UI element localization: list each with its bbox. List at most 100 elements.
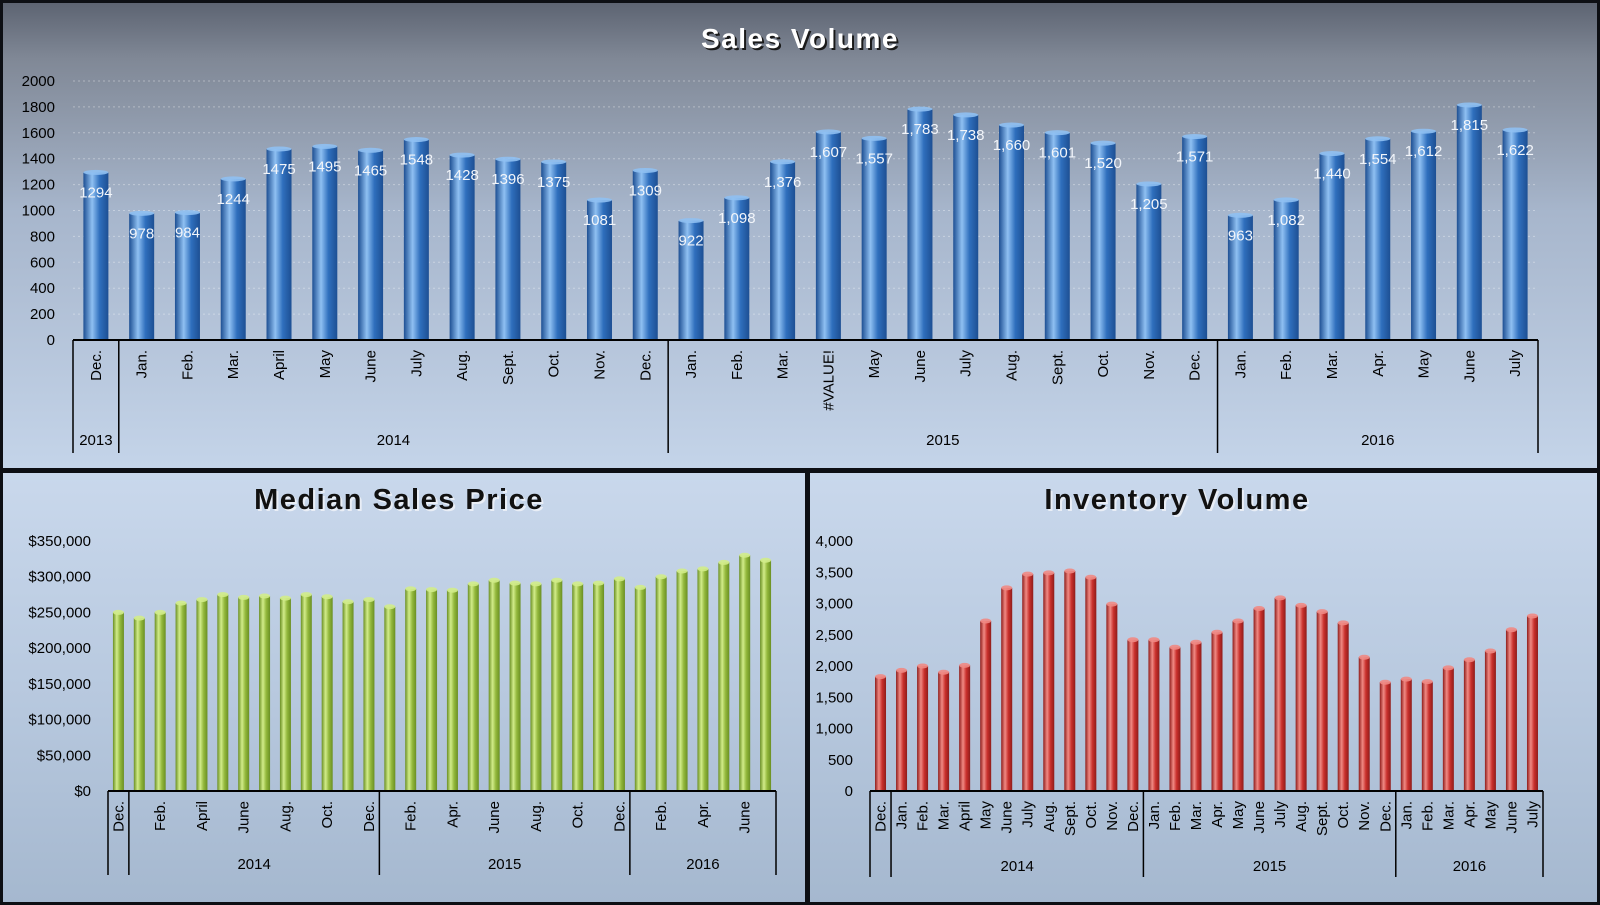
bar bbox=[1043, 572, 1055, 791]
category-label: Feb. bbox=[1278, 350, 1295, 380]
category-label: Mar. bbox=[775, 350, 792, 379]
data-label: 1,612 bbox=[1405, 143, 1443, 160]
bar-cap bbox=[572, 581, 584, 587]
data-label: 1,607 bbox=[810, 144, 848, 161]
bar-cap bbox=[980, 618, 992, 624]
bar-cap bbox=[133, 615, 145, 621]
y-tick-label: 800 bbox=[30, 228, 55, 245]
category-label: July bbox=[1524, 801, 1541, 828]
y-tick-label: $350,000 bbox=[28, 533, 91, 550]
bar-cap bbox=[405, 586, 417, 592]
bar-cap bbox=[1400, 676, 1412, 682]
data-label: 1465 bbox=[354, 162, 387, 179]
data-label: 1,082 bbox=[1267, 212, 1305, 229]
bar bbox=[959, 665, 971, 791]
bar-cap bbox=[541, 159, 567, 165]
bar-cap bbox=[1421, 679, 1433, 685]
bar-cap bbox=[1182, 134, 1208, 140]
data-label: 1495 bbox=[308, 158, 341, 175]
bar-cap bbox=[1484, 648, 1496, 654]
category-label: June bbox=[486, 801, 503, 834]
y-tick-label: 2000 bbox=[22, 73, 55, 90]
bar-cap bbox=[634, 584, 646, 590]
bar-cap bbox=[1456, 102, 1482, 108]
bar bbox=[770, 161, 796, 340]
bar bbox=[154, 612, 166, 791]
bar-cap bbox=[678, 218, 704, 224]
bar bbox=[1295, 605, 1307, 791]
bar-cap bbox=[321, 594, 333, 600]
bar-cap bbox=[342, 599, 354, 605]
data-label: 1081 bbox=[583, 212, 616, 229]
category-label: Dec. bbox=[88, 350, 105, 381]
data-label: 978 bbox=[129, 225, 154, 242]
category-label: Nov. bbox=[591, 350, 608, 380]
category-label: April bbox=[194, 801, 211, 831]
bar-cap bbox=[724, 195, 750, 201]
bar bbox=[1022, 574, 1034, 791]
bar-cap bbox=[530, 581, 542, 587]
data-label: 1,098 bbox=[718, 210, 756, 227]
y-tick-label: 0 bbox=[845, 783, 853, 800]
bar-cap bbox=[1090, 140, 1116, 146]
y-tick-label: 3,000 bbox=[815, 596, 853, 613]
bar bbox=[1232, 621, 1244, 791]
category-label: Dec. bbox=[1125, 801, 1142, 832]
bar bbox=[953, 114, 979, 340]
category-label: Jan. bbox=[683, 350, 700, 378]
bar-cap bbox=[1106, 601, 1118, 607]
bar-cap bbox=[238, 594, 250, 600]
bar bbox=[112, 612, 124, 791]
category-label: Feb. bbox=[152, 801, 169, 831]
bar bbox=[1169, 647, 1181, 791]
bar bbox=[697, 568, 709, 791]
category-label: Dec. bbox=[361, 801, 378, 832]
bar bbox=[896, 670, 908, 791]
bar-cap bbox=[907, 106, 933, 112]
category-label: Aug. bbox=[528, 801, 545, 832]
bar bbox=[1253, 608, 1265, 791]
category-label: April bbox=[271, 350, 288, 380]
bar-cap bbox=[279, 595, 291, 601]
bar-cap bbox=[938, 669, 950, 675]
category-label: Feb. bbox=[1167, 801, 1184, 831]
category-label: Sept. bbox=[500, 350, 517, 385]
bar bbox=[1505, 629, 1517, 791]
category-label: Feb. bbox=[403, 801, 420, 831]
y-tick-label: 2,000 bbox=[815, 658, 853, 675]
chart-title: Sales Volume bbox=[701, 23, 899, 54]
bar bbox=[1400, 679, 1412, 791]
bar-cap bbox=[1365, 136, 1391, 142]
data-label: 1,571 bbox=[1176, 149, 1214, 166]
bar-cap bbox=[259, 593, 271, 599]
y-tick-label: $100,000 bbox=[28, 712, 91, 729]
bar bbox=[593, 583, 605, 791]
bar bbox=[83, 172, 109, 340]
bar bbox=[586, 200, 612, 340]
category-label: Dec. bbox=[611, 801, 628, 832]
bar bbox=[1090, 143, 1116, 340]
category-label: July bbox=[1272, 801, 1289, 828]
bar-cap bbox=[551, 577, 563, 583]
y-tick-label: 4,000 bbox=[815, 533, 853, 550]
bar-cap bbox=[1169, 644, 1181, 650]
bar bbox=[634, 587, 646, 791]
bar bbox=[1127, 639, 1139, 791]
bar bbox=[321, 596, 333, 791]
bar-cap bbox=[1253, 606, 1265, 611]
bar bbox=[449, 155, 475, 340]
bar bbox=[495, 159, 521, 340]
bar-cap bbox=[1442, 665, 1454, 671]
y-tick-label: 1000 bbox=[22, 203, 55, 220]
category-label: June bbox=[363, 350, 380, 383]
category-label: Aug. bbox=[1004, 350, 1021, 381]
data-label: 1244 bbox=[217, 191, 250, 208]
category-label: Feb. bbox=[915, 801, 932, 831]
category-label: Oct. bbox=[319, 801, 336, 829]
bar-cap bbox=[613, 576, 625, 582]
bar-cap bbox=[1274, 595, 1286, 601]
year-label: 2014 bbox=[237, 856, 270, 873]
bar-cap bbox=[1463, 657, 1475, 663]
data-label: 1,783 bbox=[901, 121, 939, 138]
